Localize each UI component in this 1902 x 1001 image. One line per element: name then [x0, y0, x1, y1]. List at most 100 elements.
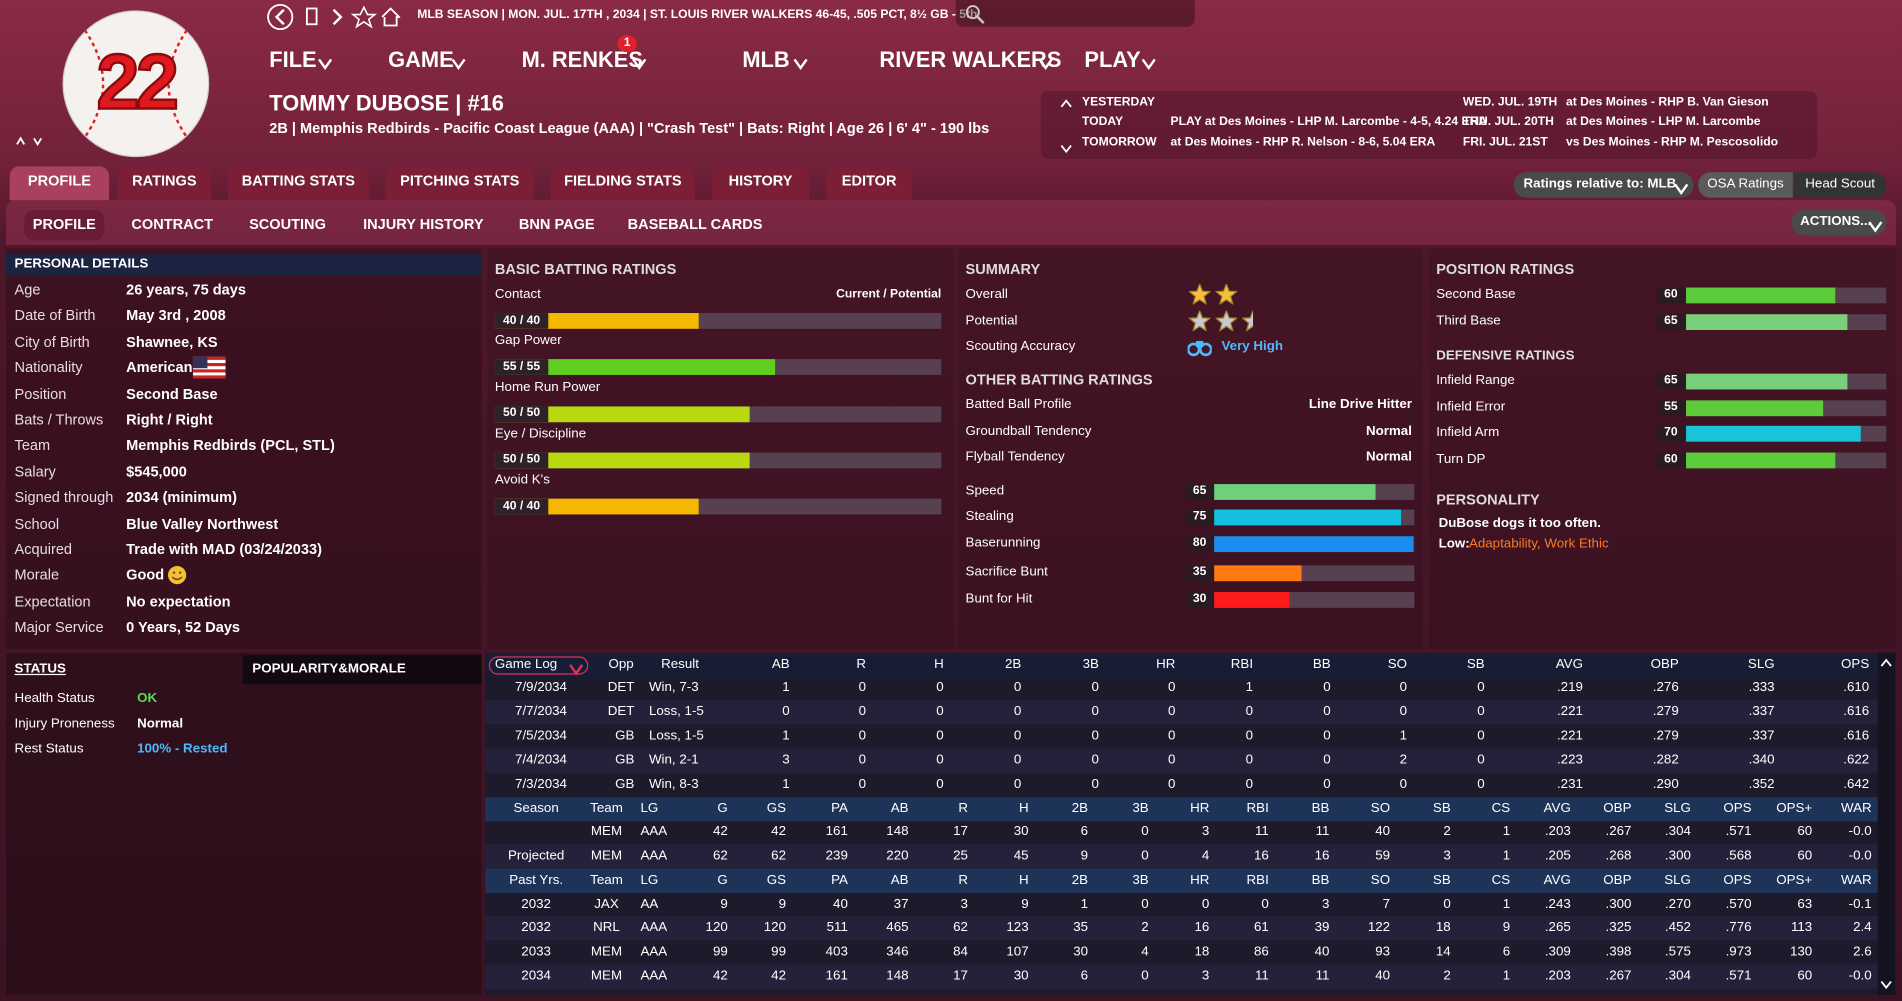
summary-label: Overall [965, 286, 1008, 302]
other-value: Line Drive Hitter [1308, 397, 1412, 412]
column-header: OPS [1841, 656, 1870, 672]
cell: 122 [1367, 920, 1391, 935]
cell: 511 [826, 920, 848, 935]
bar-label-box [1186, 483, 1213, 500]
game-log-selector[interactable] [488, 656, 589, 675]
column-header: OPS [1723, 801, 1752, 816]
cell: 1 [782, 728, 790, 744]
chevron-shape [632, 58, 647, 71]
menu-item[interactable]: FILE [269, 47, 317, 72]
schedule-game: at Des Moines - LHP M. Larcombe [1565, 115, 1761, 129]
detail-label: Major Service [14, 618, 104, 636]
bar-label: 50 / 50 [503, 406, 541, 420]
cell: 0 [936, 777, 944, 792]
cell: 3 [1201, 968, 1210, 984]
ratings-button[interactable] [1513, 172, 1694, 198]
tab[interactable] [385, 166, 534, 201]
cell: .300 [1605, 897, 1632, 912]
menu-item[interactable]: RIVER WALKERS [879, 47, 1062, 72]
cell: 0 [1091, 728, 1099, 744]
section-title: DEFENSIVE RATINGS [1436, 348, 1575, 364]
subtab-label[interactable]: INJURY HISTORY [363, 215, 484, 233]
detail-label: City of Birth [14, 333, 90, 351]
schedule-arrows-svg [1060, 99, 1072, 154]
section-title: PERSONALITY [1436, 491, 1540, 509]
osa-button[interactable] [1698, 172, 1793, 198]
column-header: CS [1491, 872, 1511, 888]
tab-label[interactable]: PROFILE [27, 172, 91, 190]
tab[interactable] [550, 166, 696, 201]
bar [1686, 425, 1861, 442]
tab-label[interactable]: EDITOR [841, 172, 897, 190]
cell: .203 [1544, 824, 1571, 839]
cell: 130 [1789, 944, 1813, 959]
star-shape [1188, 283, 1211, 305]
cell: 9 [720, 897, 728, 912]
tab-label[interactable]: HISTORY [728, 172, 793, 190]
cell: 0 [1477, 704, 1485, 719]
subtab-label[interactable]: BNN PAGE [518, 215, 595, 233]
column-header: Opp [608, 656, 634, 672]
subtab-active[interactable] [24, 209, 105, 241]
cell: MEM [590, 944, 623, 959]
star-shape [1242, 310, 1254, 332]
osa-ratings[interactable]: OSA Ratings [1707, 176, 1784, 191]
column-header: Past Yrs. [509, 872, 564, 888]
column-header: PA [831, 801, 848, 816]
subtab-label[interactable]: CONTRACT [131, 215, 214, 233]
cell: 0 [1399, 679, 1408, 695]
cell: .290 [1652, 777, 1679, 792]
chevron-shape [451, 58, 466, 71]
detail-value: Second Base [126, 385, 218, 403]
scout-button[interactable] [1794, 172, 1887, 198]
cell: 39 [1314, 920, 1330, 935]
ratings-relative[interactable]: Ratings relative to: MLB [1523, 176, 1677, 191]
schedule-day: TODAY [1081, 115, 1124, 129]
cell: .270 [1664, 897, 1691, 912]
tab-label[interactable]: FIELDING STATS [564, 172, 682, 190]
subtab-label[interactable]: BASEBALL CARDS [627, 215, 763, 233]
bar-value: 65 [1192, 484, 1207, 498]
tab[interactable] [9, 166, 110, 201]
cell: 18 [1435, 920, 1451, 935]
head-scout[interactable]: Head Scout [1805, 176, 1875, 191]
cell: 1 [1502, 968, 1511, 984]
tab-label[interactable]: RATINGS [132, 172, 197, 190]
subtab-label[interactable]: PROFILE [32, 215, 96, 233]
column-header: AB [890, 801, 909, 816]
cell: 7/4/2034 [515, 752, 567, 768]
actions[interactable]: ACTIONS... [1800, 214, 1872, 229]
tab[interactable] [826, 166, 913, 201]
other-label: Groundball Tendency [965, 423, 1092, 438]
tab-label[interactable]: PITCHING STATS [400, 172, 520, 190]
cell: 0 [858, 679, 867, 695]
cell: .243 [1544, 897, 1571, 912]
subtab-label[interactable]: SCOUTING [249, 215, 326, 233]
tab[interactable] [228, 166, 369, 201]
cell: 0 [1323, 777, 1331, 792]
status-label: Injury Proneness [14, 716, 115, 731]
other-value: Normal [1365, 423, 1412, 438]
bar-label-box [1656, 313, 1685, 330]
tab-label[interactable]: BATTING STATS [241, 172, 356, 190]
bar-label-box [1656, 373, 1685, 389]
menu-item[interactable]: PLAY [1084, 47, 1141, 72]
tab[interactable] [117, 166, 212, 201]
cell: 0 [1141, 968, 1149, 984]
cell: 2033 [521, 944, 551, 959]
bar [1214, 564, 1302, 581]
arrows [15, 133, 47, 148]
bar-value: 35 [1192, 565, 1207, 579]
cell: -0.0 [1848, 968, 1872, 984]
game-log-selector-label[interactable]: Game Log [494, 656, 558, 672]
menu-item[interactable]: MLB [742, 47, 790, 72]
cell: 0 [1477, 752, 1485, 768]
bar-value: 60 [1664, 452, 1678, 466]
column-header: OPS+ [1776, 801, 1813, 816]
menu-item[interactable]: GAME [388, 47, 454, 72]
tab[interactable] [712, 166, 810, 201]
bar [1214, 535, 1414, 552]
cell: 14 [1435, 944, 1451, 959]
row-stripe [485, 964, 1878, 989]
popularity-header [242, 655, 482, 685]
